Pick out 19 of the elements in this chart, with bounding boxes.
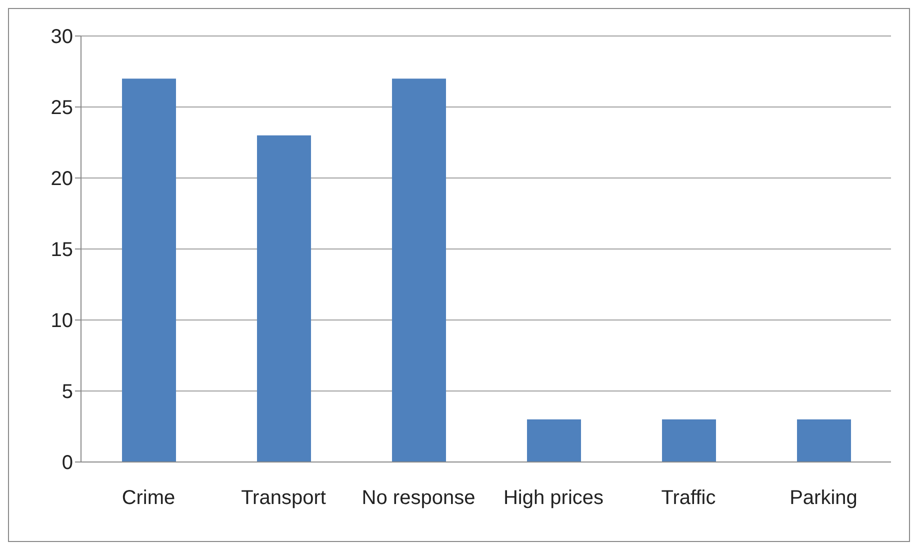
y-tick-label: 20 <box>50 168 73 190</box>
x-tick-label: No response <box>362 487 476 510</box>
y-tick-label: 25 <box>50 97 73 120</box>
x-tick-label: High prices <box>503 487 604 510</box>
bar <box>392 78 446 462</box>
bar <box>662 419 716 462</box>
bar <box>257 135 311 462</box>
y-tick-label: 5 <box>62 381 73 404</box>
y-tick-label: 0 <box>62 452 73 474</box>
bar <box>797 419 851 462</box>
y-tick-label: 10 <box>50 310 73 332</box>
y-tick-label: 15 <box>50 239 73 262</box>
x-tick-label: Traffic <box>661 487 716 510</box>
x-tick-label: Parking <box>790 487 858 510</box>
bar <box>122 78 176 462</box>
x-tick-label: Transport <box>241 487 326 510</box>
bar <box>527 419 581 462</box>
y-tick-label: 30 <box>50 26 73 48</box>
x-tick-label: Crime <box>122 487 176 510</box>
